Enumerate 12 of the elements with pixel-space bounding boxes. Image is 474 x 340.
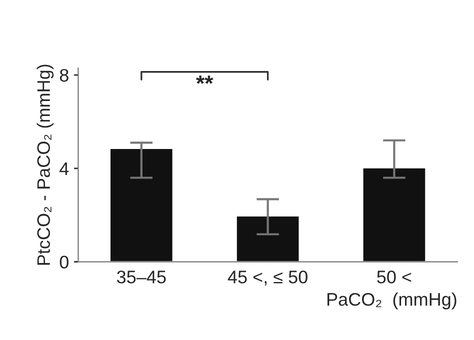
- bar: [109, 148, 174, 262]
- bar: [236, 215, 300, 262]
- x-tick-label: 45 <, ≤ 50: [228, 270, 308, 286]
- annotation: **: [196, 76, 214, 84]
- x-tick-label: 35–45: [116, 270, 166, 284]
- x-axis-title: PaCO₂ (mmHg): [328, 292, 456, 310]
- bar: [362, 167, 427, 262]
- y-axis-title: PtcCO₂ - PaCO₂ (mmHg): [36, 64, 54, 265]
- x-tick-label: 50 <: [377, 270, 412, 284]
- y-tick-label: 0: [60, 256, 68, 269]
- y-tick-label: 8: [60, 68, 68, 82]
- y-tick-label: 4: [60, 162, 69, 175]
